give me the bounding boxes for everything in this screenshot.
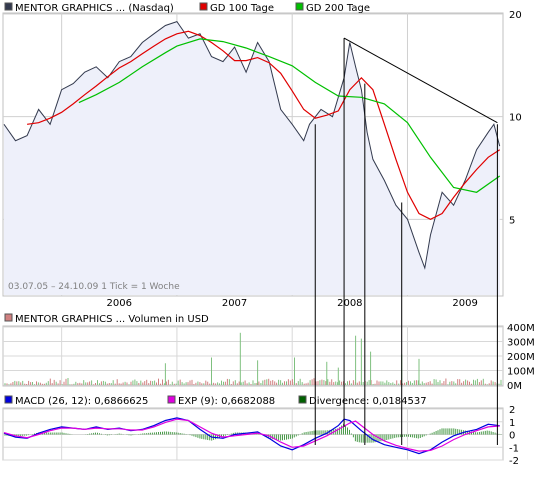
macd-y-tick-label: -2 [509,456,519,467]
price-y-ticks: 20 10 5 [509,10,522,226]
macd-legend-swatch [4,395,13,404]
price-legend-label: GD 100 Tage [210,3,274,14]
price-legend-label: GD 200 Tage [306,3,370,14]
macd-y-tick-label: -1 [509,443,519,454]
volume-y-tick-label: 0M [507,381,522,392]
macd-panel: 2 1 0-1 -2 MACD (26, 12): 0,6866625 EXP (9):… [2,395,519,467]
price-panel: 20 10 5 2006 2007 2008 2009 03.07.05 – 24.10.… [2,2,522,309]
price-y-tick-label: 20 [509,10,522,21]
macd-legend-label: MACD (26, 12): 0,6866625 [15,396,148,407]
price-trendline [343,37,498,124]
price-y-tick-label: 10 [509,113,522,124]
macd-lines [3,417,500,455]
volume-y-tick-label: 400M [507,323,535,334]
price-x-ticks: 2006 2007 2008 2009 [107,298,478,309]
volume-bars [4,332,502,385]
price-series-line-0 [3,21,501,270]
volume-y-tick-label: 100M [507,367,535,378]
macd-legend-label: EXP (9): 0,6682088 [178,396,275,407]
volume-y-tick-label: 300M [507,338,535,349]
price-legend-swatch [199,2,208,11]
volume-y-ticks: 400M 300M 200M 100M 0M [507,323,535,392]
price-series-line-1 [27,30,501,220]
price-footnote: 03.07.05 – 24.10.09 1 Tick = 1 Woche [8,282,180,292]
macd-legend-label: Divergence: 0,0184537 [309,396,427,407]
price-lines [3,21,501,270]
macd-legend-swatch [298,395,307,404]
macd-y-tick-label: 2 [509,405,515,416]
price-legend-swatch [4,2,13,11]
volume-grid [3,326,503,386]
macd-legend: MACD (26, 12): 0,6866625 EXP (9): 0,66820… [4,395,427,407]
price-area [4,21,500,295]
price-x-tick-label: 2007 [222,298,247,309]
price-legend: MENTOR GRAPHICS ... (Nasdaq) GD 100 Tage G… [4,2,370,14]
price-x-tick-label: 2008 [337,298,362,309]
marker-lines [314,38,498,445]
macd-y-ticks: 2 1 0-1 -2 [509,405,519,467]
price-legend-swatch [295,2,304,11]
price-x-tick-label: 2006 [107,298,132,309]
price-y-tick-label: 5 [509,215,515,226]
price-series-line-2 [78,38,501,193]
volume-panel: 400M 300M 200M 100M 0M MENTOR GRAPHICS ... V… [2,313,535,392]
macd-y-tick-label: 0 [509,431,515,442]
price-legend-label: MENTOR GRAPHICS ... (Nasdaq) [15,3,174,14]
macd-series-line-1 [3,418,500,452]
volume-y-tick-label: 200M [507,352,535,363]
volume-legend-swatch [4,313,13,322]
price-x-tick-label: 2009 [452,298,477,309]
macd-y-tick-label: 1 [509,418,515,429]
macd-legend-swatch [167,395,176,404]
volume-title: MENTOR GRAPHICS ... Volumen in USD [15,314,209,325]
